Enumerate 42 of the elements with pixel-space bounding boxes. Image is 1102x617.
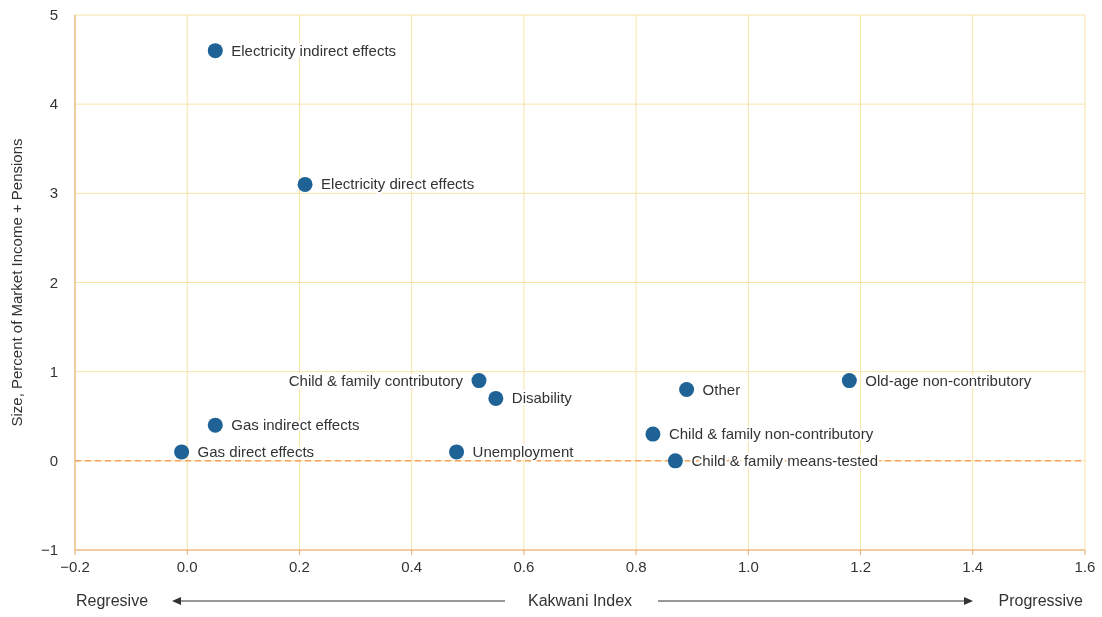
x-axis-title: Kakwani Index: [527, 592, 633, 609]
y-axis-title: Size, Percent of Market Income + Pensions: [8, 138, 25, 427]
annotation: Unemployment: [472, 442, 575, 460]
point: [207, 417, 223, 433]
annotation: Other: [702, 380, 741, 398]
point: [471, 373, 487, 389]
annotation: Child & family contributory: [288, 371, 464, 389]
annotation: Gas indirect effects: [231, 416, 360, 434]
x-tick-label: 0.4: [401, 558, 423, 575]
x-tick-label: 0.0: [176, 558, 198, 575]
point: [207, 43, 223, 59]
x-tick-label: 1.6: [1074, 558, 1096, 575]
x-tick-label: 1.0: [737, 558, 759, 575]
annotation: Child & family non-contributory: [668, 425, 874, 443]
x-tick-label: 0.2: [289, 558, 310, 575]
text: Progressive: [998, 592, 1084, 609]
annotation: Old-age non-contributory: [865, 371, 1032, 389]
x-tick-label: 0.6: [513, 558, 535, 575]
y-tick-label: 0: [49, 451, 58, 469]
point: [297, 176, 313, 192]
annotation: Electricity direct effects: [321, 175, 475, 193]
text: Regresive: [76, 592, 149, 609]
point: [679, 382, 695, 397]
point: [449, 444, 465, 460]
y-tick-label: −1: [40, 541, 58, 558]
x-tick-label: −0.2: [60, 558, 90, 575]
point: [841, 373, 857, 389]
y-tick-label: 5: [49, 6, 58, 23]
point: [488, 390, 504, 406]
x-tick-label: 0.8: [625, 558, 647, 575]
y-tick-label: 1: [49, 362, 58, 380]
point: [645, 426, 661, 442]
annotation: Electricity indirect effects: [231, 41, 397, 59]
x-tick-label: 1.4: [962, 558, 984, 575]
annotation: Disability: [511, 389, 573, 407]
x-tick-label: 1.2: [850, 558, 871, 575]
y-tick-label: 3: [49, 184, 58, 202]
annotation: Gas direct effects: [197, 442, 315, 460]
y-tick-label: 4: [49, 95, 58, 113]
point: [174, 444, 190, 460]
y-tick-label: 2: [49, 273, 58, 291]
point: [667, 453, 683, 469]
